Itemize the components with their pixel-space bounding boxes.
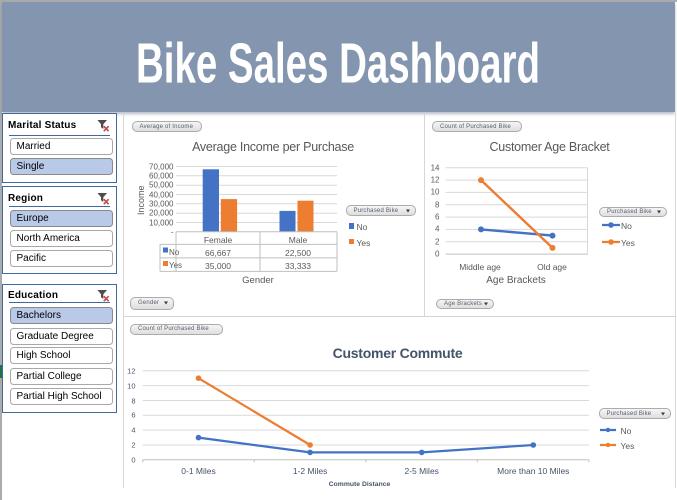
svg-text:Bike Sales Dashboard: Bike Sales Dashboard xyxy=(136,32,540,96)
